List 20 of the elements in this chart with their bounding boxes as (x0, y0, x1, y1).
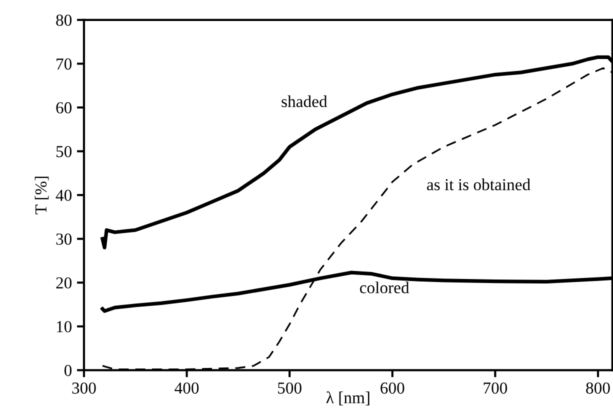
y-tick-label: 70 (56, 58, 72, 70)
x-axis-title: λ [nm] (326, 391, 370, 406)
x-tick-label: 800 (586, 382, 610, 394)
y-tick-label: 80 (56, 14, 72, 26)
y-axis-title: T [%] (34, 176, 49, 214)
x-tick-label: 700 (484, 382, 508, 394)
y-tick-label: 0 (64, 364, 72, 376)
series-label: shaded (282, 95, 328, 108)
series-label: colored (360, 282, 410, 294)
x-tick-label: 600 (380, 382, 404, 394)
series-label: as it is obtained (427, 178, 530, 190)
y-tick-label: 50 (56, 146, 72, 158)
y-tick-label: 60 (56, 102, 72, 114)
x-tick-label: 400 (174, 382, 199, 394)
x-tick-label: 300 (72, 382, 96, 394)
x-tick-label: 500 (278, 382, 302, 394)
y-tick-label: 10 (56, 321, 72, 332)
y-tick-label: 40 (56, 190, 72, 201)
y-tick-label: 30 (56, 234, 72, 245)
y-tick-label: 20 (56, 277, 72, 289)
